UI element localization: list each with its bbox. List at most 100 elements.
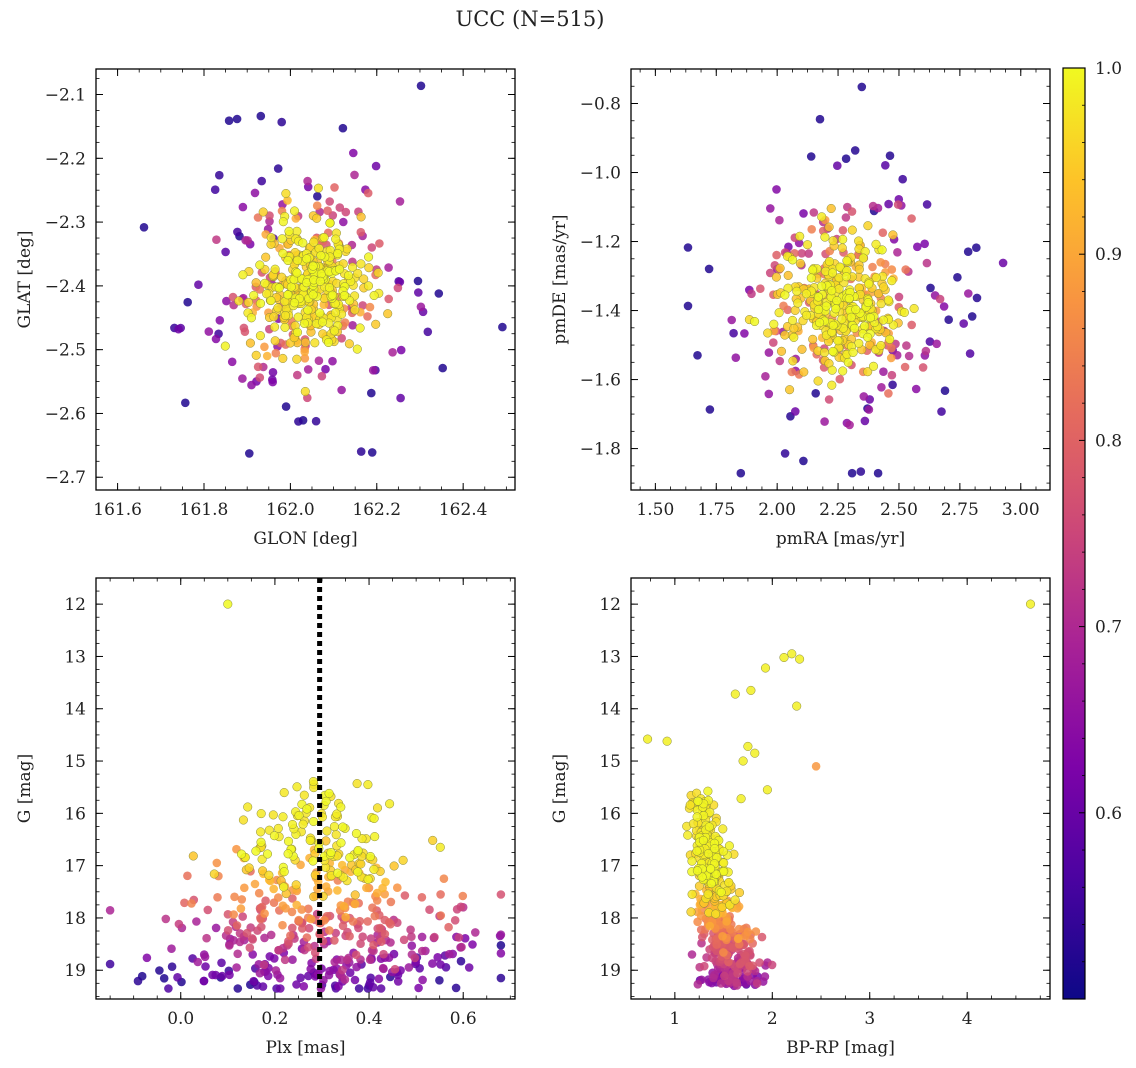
y-axis-label: G [mag] xyxy=(15,754,35,823)
data-point xyxy=(249,976,258,986)
data-point xyxy=(255,968,265,978)
data-point xyxy=(738,756,748,766)
data-point xyxy=(444,922,453,932)
data-point xyxy=(885,334,895,344)
data-point xyxy=(209,869,219,879)
data-point xyxy=(921,346,931,356)
data-point xyxy=(363,917,373,926)
data-point xyxy=(339,902,349,911)
data-point xyxy=(815,318,825,328)
data-point xyxy=(799,209,808,218)
data-point xyxy=(468,940,477,949)
data-point xyxy=(460,934,470,943)
data-point xyxy=(860,321,870,331)
data-point xyxy=(764,348,774,357)
data-point xyxy=(643,734,653,744)
data-point xyxy=(279,867,289,877)
data-point xyxy=(827,268,838,278)
data-point xyxy=(315,308,325,318)
data-point xyxy=(415,964,425,973)
data-point xyxy=(324,970,334,980)
data-point xyxy=(406,925,415,934)
data-point xyxy=(256,827,266,837)
data-point xyxy=(368,982,378,992)
data-point xyxy=(888,380,897,390)
data-point xyxy=(167,962,177,971)
data-point xyxy=(414,983,423,993)
data-point xyxy=(313,183,323,193)
y-tick-label: −0.8 xyxy=(580,95,621,115)
data-point xyxy=(841,154,851,163)
data-point xyxy=(317,317,328,327)
data-point xyxy=(259,960,269,970)
data-point xyxy=(296,973,305,983)
data-point xyxy=(868,361,879,371)
data-point xyxy=(273,303,283,313)
data-point xyxy=(240,883,249,893)
data-point xyxy=(940,386,950,396)
data-point xyxy=(342,955,352,965)
data-point xyxy=(203,905,213,915)
data-point xyxy=(719,948,728,957)
data-point xyxy=(229,910,238,919)
data-point xyxy=(438,363,448,373)
data-point xyxy=(292,255,303,265)
data-point xyxy=(760,972,770,981)
data-point xyxy=(471,928,480,937)
data-point xyxy=(315,276,325,286)
data-point xyxy=(255,285,265,294)
data-point xyxy=(854,236,864,246)
data-point xyxy=(336,802,346,812)
data-point xyxy=(233,949,242,959)
y-tick-label: −2.4 xyxy=(45,277,86,297)
data-point xyxy=(269,831,279,841)
data-point xyxy=(105,906,115,915)
data-point xyxy=(174,919,184,929)
data-point xyxy=(183,297,192,307)
data-point xyxy=(716,887,726,897)
data-point xyxy=(278,901,288,910)
data-point xyxy=(787,649,797,659)
data-point xyxy=(783,270,793,280)
data-point xyxy=(735,959,745,969)
data-point xyxy=(760,663,771,673)
data-point xyxy=(329,822,339,832)
data-point xyxy=(369,813,379,824)
data-point xyxy=(305,835,315,845)
data-point xyxy=(251,278,261,288)
data-point xyxy=(410,953,420,963)
data-point xyxy=(337,334,347,343)
data-point xyxy=(284,226,294,236)
data-point xyxy=(709,973,718,983)
data-point xyxy=(355,323,365,333)
data-point xyxy=(734,902,744,911)
data-point xyxy=(792,701,802,711)
y-tick-label: 18 xyxy=(599,909,621,929)
data-point xyxy=(779,652,789,663)
data-point xyxy=(390,964,400,974)
data-point xyxy=(838,226,848,235)
data-point xyxy=(286,931,295,940)
data-point xyxy=(835,374,845,384)
data-point xyxy=(871,239,881,249)
data-point xyxy=(248,950,257,959)
y-tick-label: 13 xyxy=(64,647,86,667)
data-point xyxy=(303,176,312,186)
data-point xyxy=(372,803,383,813)
data-point xyxy=(217,958,226,968)
data-point xyxy=(901,265,910,274)
data-point xyxy=(200,952,210,962)
data-point xyxy=(321,882,331,891)
data-point xyxy=(253,362,263,372)
data-point xyxy=(350,305,360,315)
data-point xyxy=(369,864,379,874)
data-point xyxy=(260,933,269,943)
y-tick-label: −1.0 xyxy=(580,164,621,184)
data-point xyxy=(299,318,309,328)
data-point xyxy=(277,234,287,244)
y-tick-label: −2.5 xyxy=(45,341,86,361)
data-point xyxy=(202,933,211,943)
data-point xyxy=(244,863,254,873)
data-points xyxy=(139,81,507,458)
